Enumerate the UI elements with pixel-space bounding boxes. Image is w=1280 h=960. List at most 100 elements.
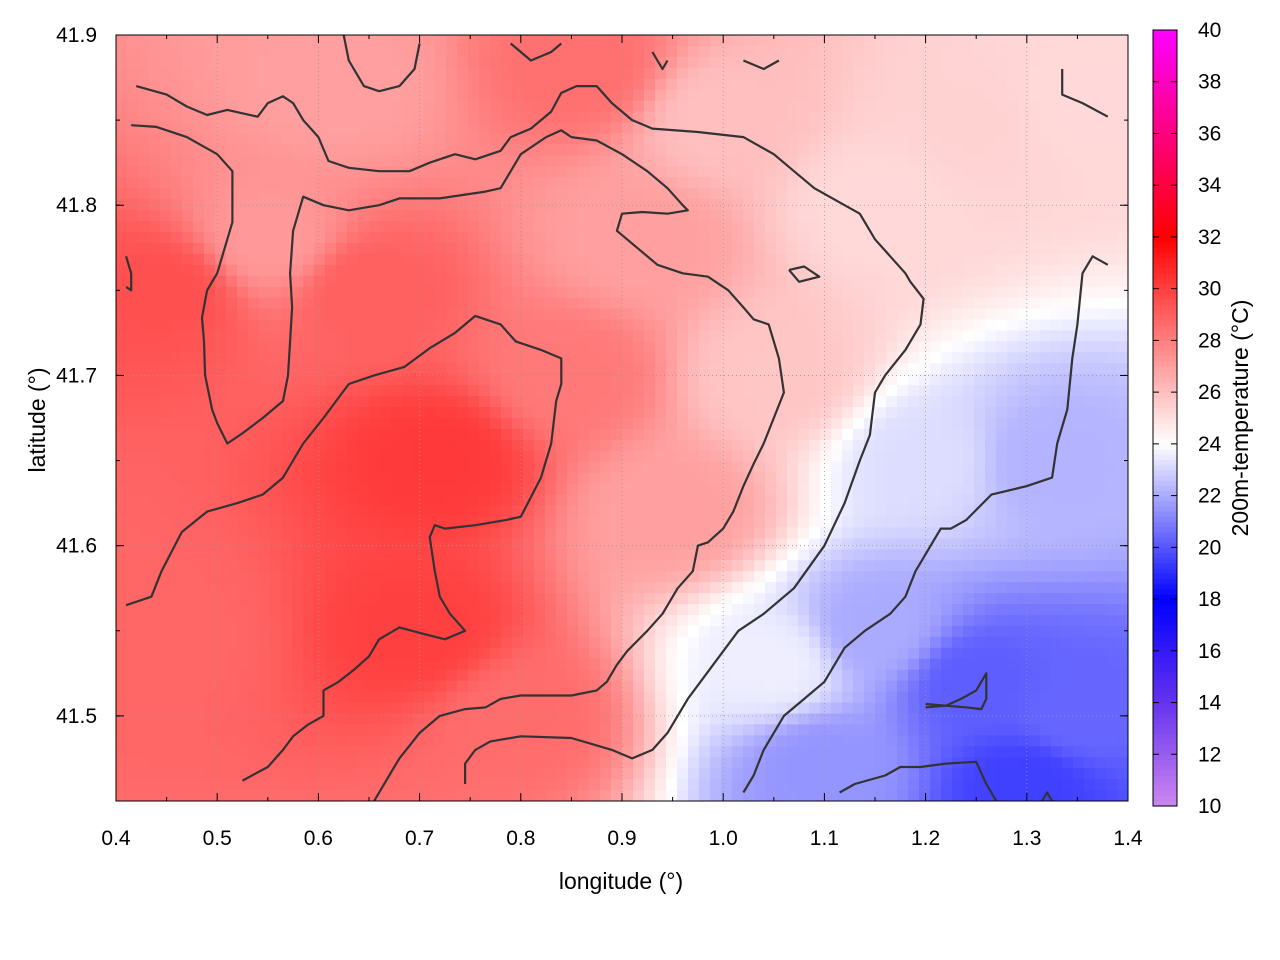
- heat-cell: [369, 177, 381, 189]
- heat-cell: [864, 253, 876, 266]
- heat-cell: [1062, 363, 1074, 375]
- heat-cell: [985, 231, 997, 244]
- heat-cell: [853, 396, 865, 408]
- heat-cell: [1062, 560, 1074, 572]
- heat-cell: [490, 527, 502, 539]
- heat-cell: [424, 286, 436, 299]
- heat-cell: [116, 549, 128, 561]
- heat-cell: [567, 483, 579, 496]
- heat-cell: [413, 35, 425, 47]
- heat-cell: [347, 604, 359, 616]
- heat-cell: [138, 582, 150, 594]
- heat-cell: [1117, 407, 1128, 419]
- heat-cell: [325, 100, 337, 113]
- heat-cell: [413, 418, 425, 430]
- heat-cell: [622, 505, 634, 518]
- heat-cell: [864, 549, 876, 561]
- heat-cell: [182, 297, 194, 310]
- heat-cell: [677, 56, 689, 69]
- heat-cell: [1029, 330, 1041, 342]
- heat-cell: [1084, 319, 1096, 332]
- heat-cell: [424, 242, 436, 255]
- heat-cell: [710, 253, 722, 266]
- heat-cell: [512, 538, 524, 550]
- heat-cell: [523, 385, 535, 397]
- heat-cell: [952, 89, 964, 102]
- heat-cell: [556, 505, 568, 518]
- heat-cell: [655, 264, 667, 277]
- heat-cell: [963, 450, 975, 463]
- heat-cell: [853, 177, 865, 189]
- heat-cell: [941, 67, 953, 80]
- heat-cell: [666, 210, 678, 222]
- heat-cell: [545, 308, 557, 321]
- heat-cell: [512, 286, 524, 299]
- heat-cell: [1095, 352, 1107, 364]
- heat-cell: [325, 418, 337, 430]
- heat-cell: [666, 144, 678, 156]
- heat-cell: [1106, 210, 1118, 222]
- heat-cell: [127, 604, 139, 616]
- heat-cell: [193, 516, 205, 529]
- heat-cell: [765, 330, 777, 342]
- heat-cell: [853, 374, 865, 386]
- heat-cell: [765, 67, 777, 80]
- heat-cell: [182, 78, 194, 91]
- heat-cell: [182, 166, 194, 178]
- heat-cell: [754, 505, 766, 518]
- heat-cell: [281, 89, 293, 102]
- heat-cell: [710, 428, 722, 441]
- heat-cell: [512, 571, 524, 583]
- heat-cell: [523, 614, 535, 627]
- heat-cell: [413, 505, 425, 518]
- heat-cell: [919, 89, 931, 102]
- heat-cell: [776, 210, 788, 222]
- heat-cell: [468, 111, 480, 124]
- heat-cell: [468, 494, 480, 507]
- heat-cell: [512, 177, 524, 189]
- heat-cell: [798, 67, 810, 80]
- heat-cell: [787, 231, 799, 244]
- heat-cell: [743, 67, 755, 80]
- heat-cell: [1018, 89, 1030, 102]
- heat-cell: [336, 308, 348, 321]
- heat-cell: [391, 407, 403, 419]
- heat-cell: [699, 593, 711, 605]
- heat-cell: [567, 527, 579, 539]
- heat-cell: [116, 582, 128, 594]
- heat-cell: [380, 297, 392, 310]
- heat-cell: [171, 67, 183, 80]
- heat-cell: [380, 221, 392, 233]
- heat-cell: [952, 560, 964, 572]
- heat-cell: [952, 221, 964, 233]
- heat-cell: [875, 275, 887, 288]
- heat-cell: [567, 133, 579, 146]
- heat-cell: [1040, 199, 1052, 211]
- heat-cell: [930, 242, 942, 255]
- heat-cell: [127, 122, 139, 135]
- heat-cell: [270, 341, 282, 353]
- heat-cell: [776, 352, 788, 364]
- heat-cell: [116, 133, 128, 146]
- heat-cell: [413, 439, 425, 452]
- heat-cell: [743, 527, 755, 539]
- heat-cell: [468, 385, 480, 397]
- heat-cell: [545, 111, 557, 124]
- heat-cell: [853, 155, 865, 167]
- heat-cell: [545, 407, 557, 419]
- heat-cell: [226, 133, 238, 146]
- heat-cell: [963, 35, 975, 47]
- heat-cell: [611, 330, 623, 342]
- heat-cell: [985, 100, 997, 113]
- heat-cell: [721, 253, 733, 266]
- heat-cell: [974, 155, 986, 167]
- heat-cell: [963, 297, 975, 310]
- heat-cell: [523, 67, 535, 80]
- heat-cell: [292, 264, 304, 277]
- heat-cell: [787, 341, 799, 353]
- heat-cell: [908, 177, 920, 189]
- heat-cell: [787, 111, 799, 124]
- heat-cell: [1051, 221, 1063, 233]
- heat-cell: [1029, 67, 1041, 80]
- heat-cell: [512, 604, 524, 616]
